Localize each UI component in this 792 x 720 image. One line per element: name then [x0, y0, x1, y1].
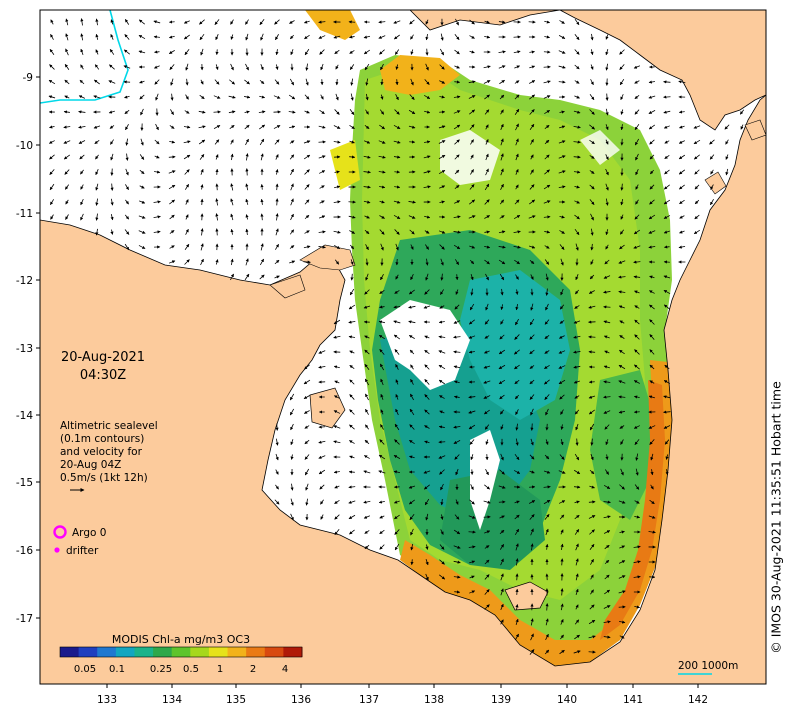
current-arrow	[514, 37, 521, 38]
current-arrow	[589, 382, 594, 383]
time-label: 04:30Z	[80, 368, 126, 383]
lon-tick-label: 138	[424, 694, 444, 706]
colorbar-swatch	[283, 647, 302, 657]
colorbar-swatch	[265, 647, 284, 657]
current-arrow	[619, 607, 626, 608]
copyright-notice: © IMOS 30-Aug-2021 11:35:51 Hobart time	[766, 350, 786, 690]
current-arrow	[457, 274, 458, 279]
current-arrow	[547, 604, 548, 611]
current-arrow	[319, 427, 325, 428]
colorbar-swatch	[246, 647, 265, 657]
current-arrow	[427, 49, 428, 56]
lon-tick-label: 141	[623, 694, 643, 706]
lat-tick-label: -9	[23, 72, 33, 84]
current-arrow	[532, 424, 533, 431]
copyright-text: © IMOS 30-Aug-2021 11:35:51 Hobart time	[769, 348, 784, 688]
lon-tick-label: 134	[162, 694, 182, 706]
lat-tick-label: -17	[16, 613, 33, 625]
lon-tick-label: 140	[557, 694, 577, 706]
lon-tick-label: 139	[491, 694, 511, 706]
colorbar-swatch	[97, 647, 116, 657]
lat-tick-label: -11	[16, 208, 33, 220]
current-arrow	[397, 79, 398, 85]
colorbar-tick: 0.5	[183, 664, 199, 675]
current-arrow	[664, 97, 671, 98]
drifter-legend-icon	[54, 547, 59, 552]
colorbar-swatch	[153, 647, 172, 657]
note-line-3: and velocity for	[60, 446, 143, 458]
current-arrow	[529, 22, 536, 23]
colorbar-swatch	[228, 647, 247, 657]
longitude-axis: 133 134 135 136 137 138 139 140 141 142	[97, 684, 708, 706]
current-arrow	[217, 169, 218, 175]
colorbar-tick: 0.25	[150, 664, 172, 675]
current-arrow	[217, 184, 218, 190]
date-label: 20-Aug-2021	[61, 350, 145, 365]
current-arrow	[217, 49, 218, 54]
colorbar-tick: 2	[250, 664, 256, 675]
colorbar-title: MODIS Chl-a mg/m3 OC3	[112, 633, 250, 646]
lon-tick-label: 137	[359, 694, 379, 706]
lat-tick-label: -16	[16, 545, 33, 557]
lon-tick-label: 133	[97, 694, 117, 706]
depth-scale-label: 200 1000m	[678, 660, 738, 672]
lon-tick-label: 135	[226, 694, 246, 706]
current-arrow	[544, 67, 551, 68]
lon-tick-label: 136	[291, 694, 311, 706]
current-arrow	[469, 532, 476, 533]
colorbar-swatch	[116, 647, 135, 657]
current-arrow	[277, 199, 278, 206]
colorbar-swatch	[134, 647, 153, 657]
colorbar-swatch	[172, 647, 191, 657]
latitude-axis: -9 -10 -11 -12 -13 -14 -15 -16 -17	[16, 72, 40, 625]
current-arrow	[277, 424, 278, 431]
lat-tick-label: -10	[16, 140, 33, 152]
colorbar-swatch	[60, 647, 79, 657]
lon-tick-label: 142	[688, 694, 708, 706]
note-line-4: 20-Aug 04Z	[60, 459, 121, 471]
current-arrow	[319, 142, 326, 143]
note-line-5: 0.5m/s (1kt 12h)	[60, 472, 148, 484]
current-arrow	[517, 574, 518, 580]
lat-tick-label: -15	[16, 477, 33, 489]
colorbar-tick: 0.05	[74, 664, 96, 675]
current-arrow	[112, 169, 113, 176]
colorbar-swatch	[190, 647, 209, 657]
current-arrow	[562, 559, 563, 566]
colorbar-tick: 1	[217, 664, 223, 675]
note-line-1: Altimetric sealevel	[60, 420, 158, 432]
current-arrow	[247, 169, 248, 176]
colorbar-swatch	[209, 647, 228, 657]
lat-tick-label: -13	[16, 343, 33, 355]
drifter-legend-label: drifter	[66, 545, 99, 557]
colorbar-tick: 4	[282, 664, 288, 675]
current-arrow	[604, 307, 611, 308]
lat-tick-label: -12	[16, 275, 33, 287]
note-line-2: (0.1m contours)	[60, 433, 144, 445]
colorbar-swatch	[79, 647, 98, 657]
argo-legend-label: Argo 0	[72, 527, 106, 539]
colorbar-tick: 0.1	[109, 664, 125, 675]
current-arrow	[349, 22, 355, 23]
colorbar-gradient	[60, 647, 303, 657]
current-arrow	[382, 79, 383, 85]
current-arrow	[337, 79, 338, 85]
current-arrow	[664, 262, 670, 263]
lat-tick-label: -14	[16, 410, 33, 422]
